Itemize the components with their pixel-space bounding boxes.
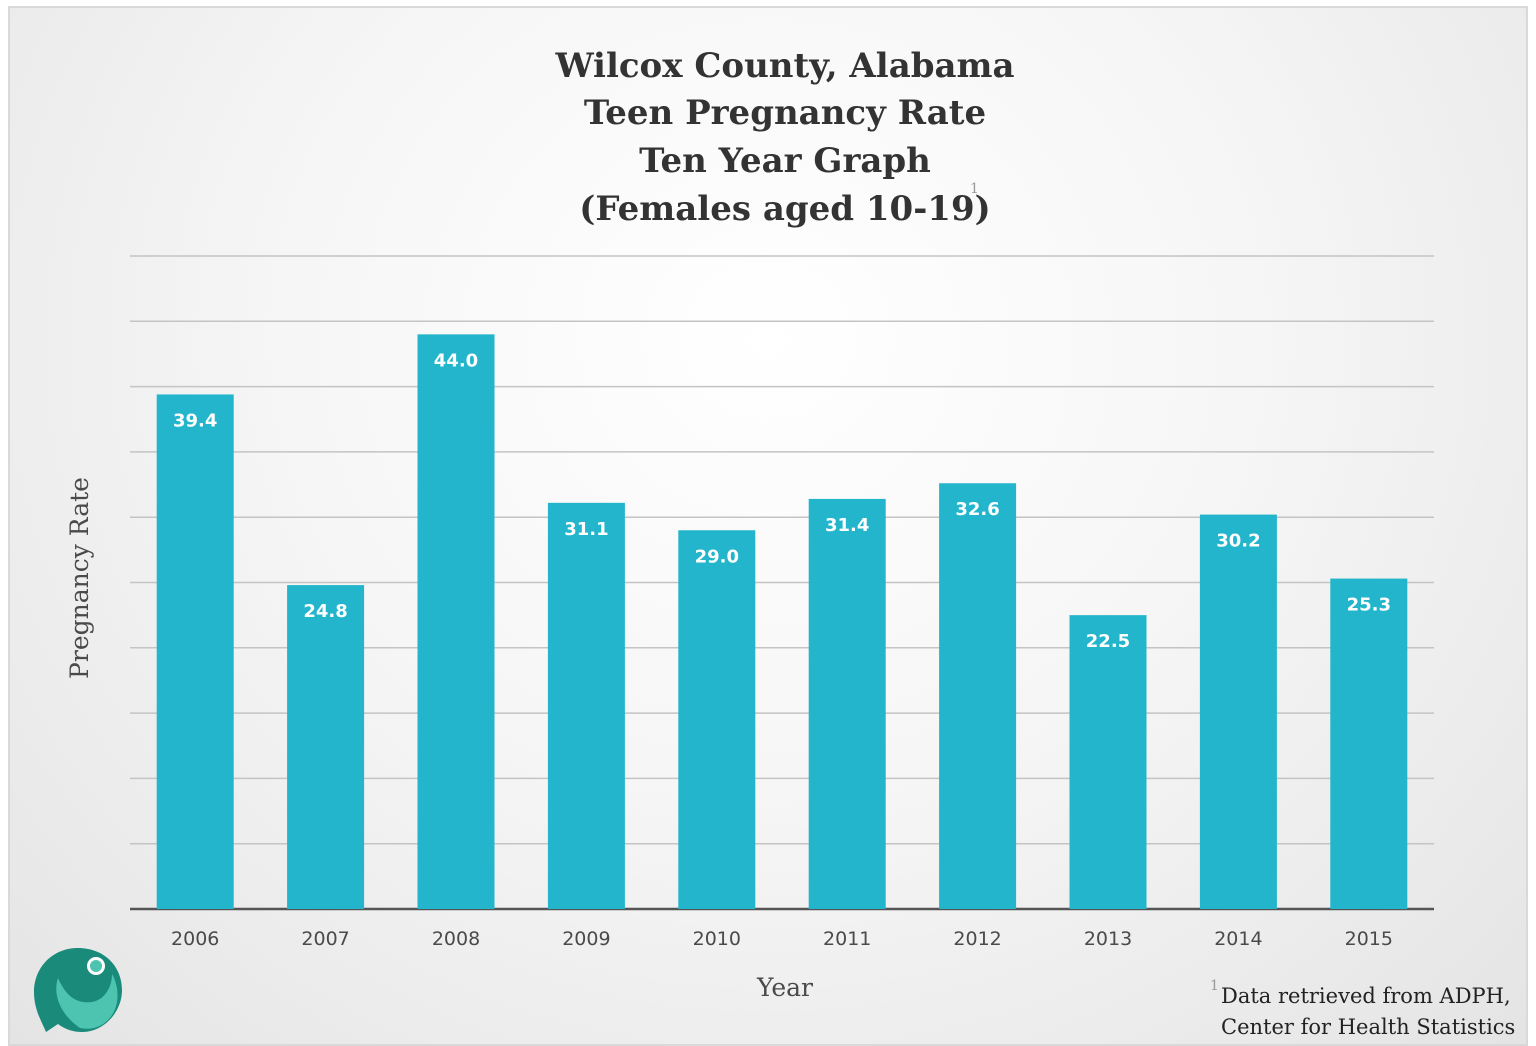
source-note-marker: 1: [1210, 978, 1219, 994]
x-tick-label-2012: 2012: [953, 928, 1001, 950]
bar-value-label-2014: 30.2: [1216, 531, 1260, 552]
y-axis-title: Pregnancy Rate: [65, 477, 94, 679]
source-note: 1 Data retrieved from ADPH, Center for H…: [1210, 978, 1515, 1039]
x-tick-label-2011: 2011: [823, 928, 871, 950]
bar-2007: [287, 585, 365, 909]
bar-value-label-2009: 31.1: [564, 519, 608, 540]
bar-value-label-2011: 31.4: [825, 515, 869, 536]
x-tick-label-2009: 2009: [562, 928, 610, 950]
x-tick-label-2006: 2006: [171, 928, 219, 950]
bars: [156, 334, 1408, 909]
bar-value-label-2015: 25.3: [1347, 595, 1391, 616]
bar-2008: [417, 334, 495, 909]
x-tick-labels: 2006 2007 2008 2009 2010 2011 2012 2013 2014 2015: [171, 928, 1393, 950]
bar-2011: [808, 498, 886, 909]
bar-value-label-2010: 29.0: [695, 546, 739, 567]
person-speech-bubble-logo: [34, 948, 122, 1032]
title-line-4: (Females aged 10-19): [579, 189, 990, 229]
x-axis-title: Year: [756, 973, 813, 1002]
x-tick-label-2010: 2010: [693, 928, 741, 950]
bar-2014: [1199, 514, 1277, 909]
x-tick-label-2013: 2013: [1084, 928, 1132, 950]
bar-2009: [547, 502, 625, 909]
bar-2012: [939, 483, 1017, 909]
bar-value-label-2012: 32.6: [955, 499, 999, 520]
bar-value-label-2007: 24.8: [303, 601, 347, 622]
chart-title: Wilcox County, Alabama Teen Pregnancy Ra…: [554, 46, 1014, 229]
source-note-line-1: Data retrieved from ADPH,: [1221, 984, 1511, 1008]
x-tick-label-2007: 2007: [301, 928, 349, 950]
bar-2010: [678, 530, 756, 909]
source-note-line-2: Center for Health Statistics: [1221, 1015, 1515, 1039]
bar-value-labels: 39.4 24.8 44.0 31.1 29.0 31.4 32.6 22.5 30.2 25.3: [173, 350, 1391, 652]
bar-value-label-2006: 39.4: [173, 410, 217, 431]
title-line-1: Wilcox County, Alabama: [554, 46, 1014, 86]
x-tick-label-2014: 2014: [1214, 928, 1262, 950]
x-tick-label-2015: 2015: [1345, 928, 1393, 950]
title-footnote-marker: 1: [970, 181, 979, 197]
bar-2006: [156, 394, 234, 909]
bar-2015: [1330, 578, 1408, 909]
x-tick-label-2008: 2008: [432, 928, 480, 950]
bar-value-label-2008: 44.0: [434, 350, 478, 371]
bar-value-label-2013: 22.5: [1086, 631, 1130, 652]
title-line-3: Ten Year Graph: [639, 141, 931, 181]
title-line-2: Teen Pregnancy Rate: [584, 93, 986, 133]
bar-2013: [1069, 615, 1147, 909]
